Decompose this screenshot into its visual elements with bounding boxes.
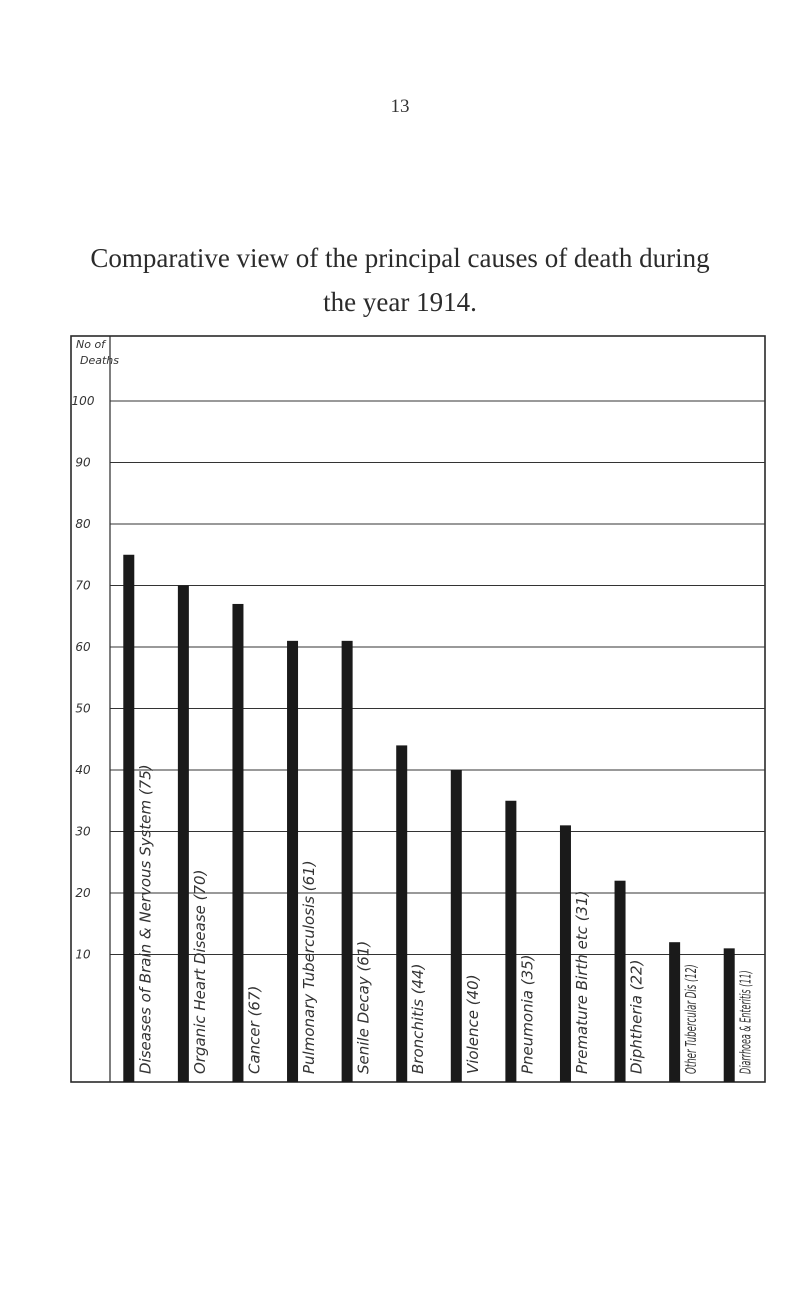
bars — [123, 554, 735, 1082]
bar-label: Organic Heart Disease (70) — [191, 870, 209, 1074]
page-number: 13 — [390, 96, 410, 117]
y-tick-label: 60 — [75, 640, 91, 654]
bar-labels: Diseases of Brain & Nervous System (75) O… — [136, 764, 754, 1074]
bar-label: Diseases of Brain & Nervous System (75) — [136, 764, 154, 1074]
bar-label: Premature Birth etc (31) — [573, 891, 591, 1075]
y-tick-label: 30 — [75, 825, 91, 839]
bar — [723, 948, 735, 1082]
y-axis-ticks: 10 20 30 40 50 60 70 80 90 100 — [72, 394, 95, 962]
bar-label: Pulmonary Tuberculosis (61) — [300, 860, 318, 1074]
bar — [177, 585, 189, 1082]
bar — [341, 640, 353, 1082]
bar — [396, 745, 408, 1082]
chart-title: Comparative view of the principal causes… — [40, 236, 760, 324]
bar — [505, 800, 517, 1082]
bar-label: Bronchitis (44) — [409, 964, 427, 1075]
title-line-1: Comparative view of the principal causes… — [90, 243, 710, 273]
y-axis-title-line-2: Deaths — [80, 354, 119, 367]
gridlines — [110, 400, 765, 955]
bar — [559, 825, 571, 1082]
bar — [669, 942, 681, 1082]
y-axis-title-line-1: No of — [76, 338, 107, 351]
y-tick-label: 70 — [75, 579, 91, 593]
y-tick-label: 100 — [72, 394, 95, 408]
bar — [450, 770, 462, 1082]
bar — [123, 554, 135, 1082]
y-tick-label: 10 — [75, 948, 91, 962]
bar — [287, 640, 299, 1082]
y-tick-label: 40 — [75, 763, 91, 777]
bar-label: Diphtheria (22) — [628, 960, 646, 1074]
y-axis-title: No of Deaths — [76, 338, 119, 367]
title-line-2: the year 1914. — [323, 287, 477, 317]
bar-label: Cancer (67) — [245, 986, 263, 1074]
y-tick-label: 80 — [75, 517, 91, 531]
bar-label: Senile Decay (61) — [355, 941, 373, 1074]
bar-label: Pneumonia (35) — [518, 954, 536, 1074]
bar — [614, 880, 626, 1082]
bar-label: Diarrhoea & Enteritis (11) — [737, 970, 755, 1074]
bar-label: Other Tubercular Dis (12) — [682, 964, 700, 1074]
y-tick-label: 50 — [75, 702, 91, 716]
bar — [232, 603, 244, 1082]
bar-label: Violence (40) — [464, 974, 482, 1074]
y-tick-label: 90 — [75, 456, 91, 470]
y-tick-label: 20 — [75, 886, 91, 900]
